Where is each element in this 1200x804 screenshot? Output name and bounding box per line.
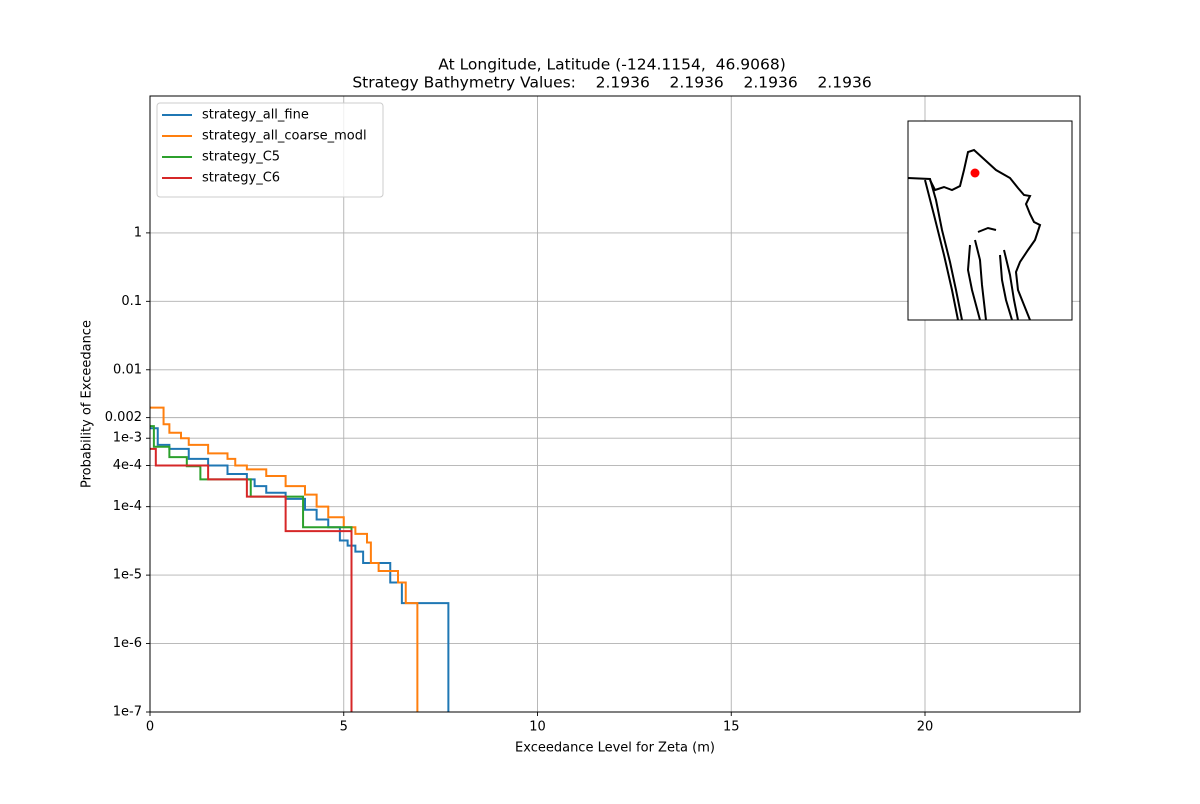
- chart-subtitle: Strategy Bathymetry Values: 2.1936 2.193…: [352, 74, 871, 92]
- series-line: [150, 427, 450, 712]
- y-tick-label: 0.1: [121, 294, 142, 309]
- x-tick-label: 5: [340, 720, 348, 735]
- legend-label: strategy_C6: [202, 171, 280, 186]
- x-tick-label: 10: [529, 720, 546, 735]
- location-marker: [970, 168, 980, 178]
- y-axis-label: Probability of Exceedance: [80, 320, 95, 488]
- y-tick-label: 1e-5: [113, 568, 142, 583]
- y-tick-label: 0.01: [113, 362, 142, 377]
- inset-map: [907, 120, 1073, 321]
- inset-frame: [907, 120, 1073, 321]
- y-tick-label: 0.002: [105, 410, 142, 425]
- legend-box: [156, 102, 384, 198]
- legend-label: strategy_all_fine: [202, 108, 309, 123]
- legend-label: strategy_all_coarse_modl: [202, 129, 367, 144]
- y-tick-label: 1e-3: [113, 431, 142, 446]
- x-tick-label: 15: [723, 720, 740, 735]
- legend-label: strategy_C5: [202, 150, 280, 165]
- x-axis-label: Exceedance Level for Zeta (m): [515, 741, 715, 756]
- chart-title: At Longitude, Latitude (-124.1154, 46.90…: [438, 56, 786, 74]
- y-tick-label: 1e-6: [113, 636, 142, 651]
- x-tick-label: 0: [146, 720, 154, 735]
- x-tick-label: 20: [917, 720, 934, 735]
- y-tick-label: 1e-7: [113, 705, 142, 720]
- legend: strategy_all_fine strategy_all_coarse_mod…: [156, 102, 384, 198]
- series-line: [150, 447, 353, 712]
- plot-lines: [150, 406, 450, 712]
- y-tick-label: 1: [134, 225, 142, 240]
- y-tick-label: 4e-4: [113, 458, 142, 473]
- y-tick-label: 1e-4: [113, 499, 142, 514]
- plot-frame: [149, 95, 1081, 713]
- series-line: [150, 406, 419, 712]
- coastline: [907, 148, 1042, 321]
